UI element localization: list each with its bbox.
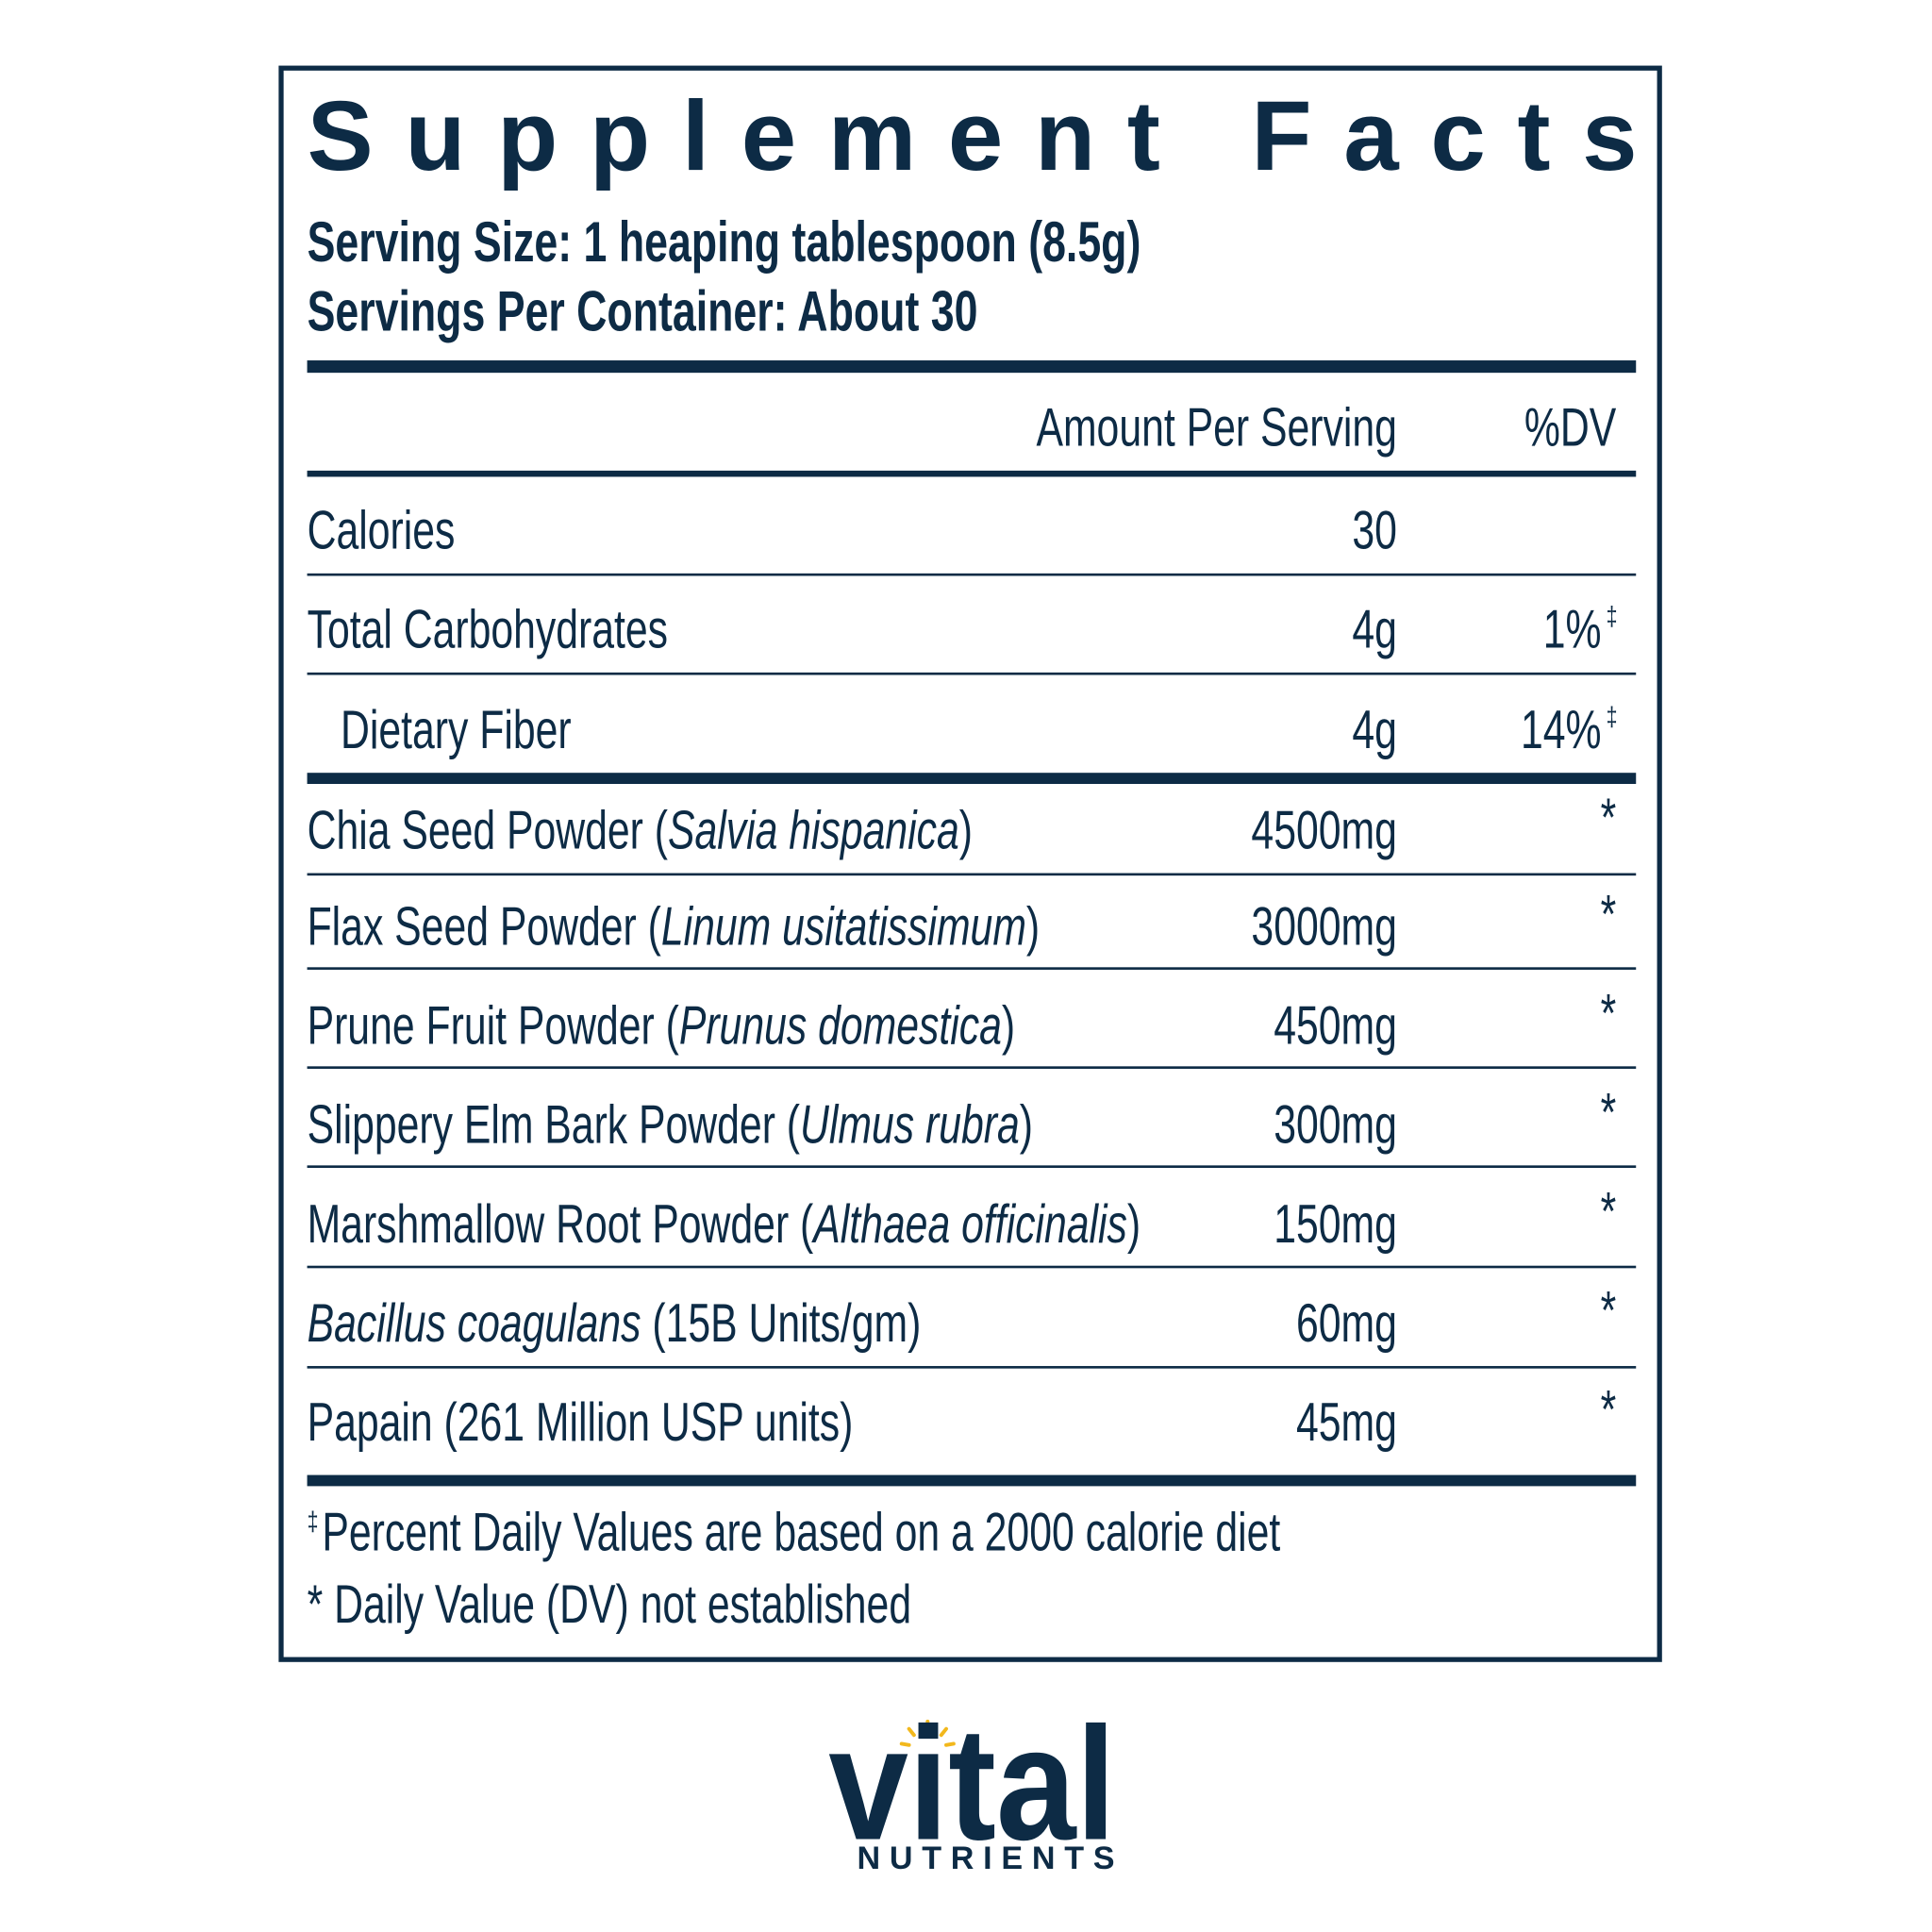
- amount: 4500mg: [1251, 799, 1396, 860]
- ingredient-name: Calories: [308, 499, 456, 560]
- footnote: Percent Daily Values are based on a 2000…: [322, 1501, 1280, 1562]
- name-part: Flax Seed Powder (: [308, 895, 661, 957]
- row-rule: [307, 1165, 1637, 1168]
- dv-mark: ‡: [1607, 602, 1618, 632]
- name-part: ): [1002, 994, 1015, 1056]
- row-rule: [307, 573, 1637, 576]
- logo-sub: NUTRIENTS: [857, 1840, 1114, 1876]
- dv: *: [1601, 1378, 1617, 1440]
- name-part: Slippery Elm Bark Powder (: [308, 1093, 801, 1155]
- rule-thick: [307, 1474, 1637, 1487]
- rule: [307, 470, 1637, 477]
- amount: 300mg: [1274, 1093, 1397, 1155]
- dv: *: [1601, 1180, 1617, 1241]
- name-part: Calories: [308, 499, 456, 560]
- row-rule: [307, 1366, 1637, 1369]
- footnote: * Daily Value (DV) not established: [308, 1574, 912, 1635]
- row-rule: [307, 1066, 1637, 1069]
- amount: 4g: [1352, 598, 1397, 659]
- name-part: ): [959, 799, 973, 860]
- amount: 60mg: [1296, 1291, 1397, 1353]
- logo-brand: vital: [828, 1695, 1116, 1874]
- name-part: Althaea officinalis: [811, 1192, 1127, 1254]
- dv: *: [1601, 883, 1617, 944]
- dv: *: [1601, 1081, 1617, 1142]
- dv: *: [1601, 982, 1617, 1043]
- name-part: Linum usitatissimum: [661, 895, 1026, 957]
- row-rule: [307, 1265, 1637, 1269]
- title: Supplement Facts: [308, 81, 1638, 192]
- name-part: Salvia hispanica: [668, 799, 959, 860]
- name-part: Chia Seed Powder (: [308, 799, 668, 860]
- ingredient-name: Total Carbohydrates: [308, 598, 668, 659]
- name-part: Prune Fruit Powder (: [308, 994, 679, 1056]
- rule-thick: [307, 773, 1637, 785]
- amount: 4g: [1352, 699, 1397, 760]
- name-part: Marshmallow Root Powder (: [308, 1192, 814, 1254]
- ingredient-name: Slippery Elm Bark Powder (Ulmus rubra): [308, 1093, 1033, 1155]
- row-rule: [307, 967, 1637, 970]
- dv-mark: ‡: [1607, 702, 1618, 732]
- name-part: Ulmus rubra: [800, 1093, 1020, 1155]
- label-border: [278, 65, 1662, 1662]
- ingredient-name: Flax Seed Powder (Linum usitatissimum): [308, 895, 1041, 957]
- ingredient-name: Papain (261 Million USP units): [308, 1391, 854, 1453]
- name-part: ): [1020, 1093, 1033, 1155]
- dv: 14%: [1521, 699, 1602, 760]
- ingredient-name: Bacillus coagulans (15B Units/gm): [308, 1291, 922, 1353]
- name-part: Bacillus coagulans: [308, 1291, 641, 1353]
- rule-thick: [307, 360, 1637, 374]
- column-header: %DV: [1524, 396, 1616, 458]
- name-part: Prunus domestica: [679, 994, 1002, 1056]
- name-part: Papain (261 Million USP units): [308, 1391, 854, 1453]
- footnote-mark: ‡: [308, 1507, 319, 1538]
- ingredient-name: Prune Fruit Powder (Prunus domestica): [308, 994, 1016, 1056]
- name-part: ): [1026, 895, 1040, 957]
- amount: 45mg: [1296, 1391, 1397, 1453]
- name-part: ): [1127, 1192, 1141, 1254]
- dv: 1%: [1543, 598, 1602, 659]
- dv: *: [1601, 1279, 1617, 1341]
- row-rule: [307, 873, 1637, 876]
- sun-rays: [899, 1719, 956, 1747]
- rules: [307, 360, 1637, 1487]
- amount: 150mg: [1274, 1192, 1397, 1254]
- ingredient-name: Dietary Fiber: [341, 699, 572, 760]
- name-part: Total Carbohydrates: [308, 598, 668, 659]
- amount: 3000mg: [1251, 895, 1396, 957]
- ingredient-name: Marshmallow Root Powder (Althaea officin…: [308, 1192, 1141, 1254]
- name-part: (15B Units/gm): [641, 1291, 922, 1353]
- column-header: Amount Per Serving: [1036, 396, 1396, 458]
- servings-per-container: Servings Per Container: About 30: [308, 280, 978, 343]
- ingredient-name: Chia Seed Powder (Salvia hispanica): [308, 799, 973, 860]
- amount: 450mg: [1274, 994, 1397, 1056]
- dv: *: [1601, 787, 1617, 848]
- name-part: Dietary Fiber: [341, 699, 572, 760]
- serving-size: Serving Size: 1 heaping tablespoon (8.5g…: [308, 211, 1141, 275]
- amount: 30: [1352, 499, 1397, 560]
- row-rule: [307, 672, 1637, 675]
